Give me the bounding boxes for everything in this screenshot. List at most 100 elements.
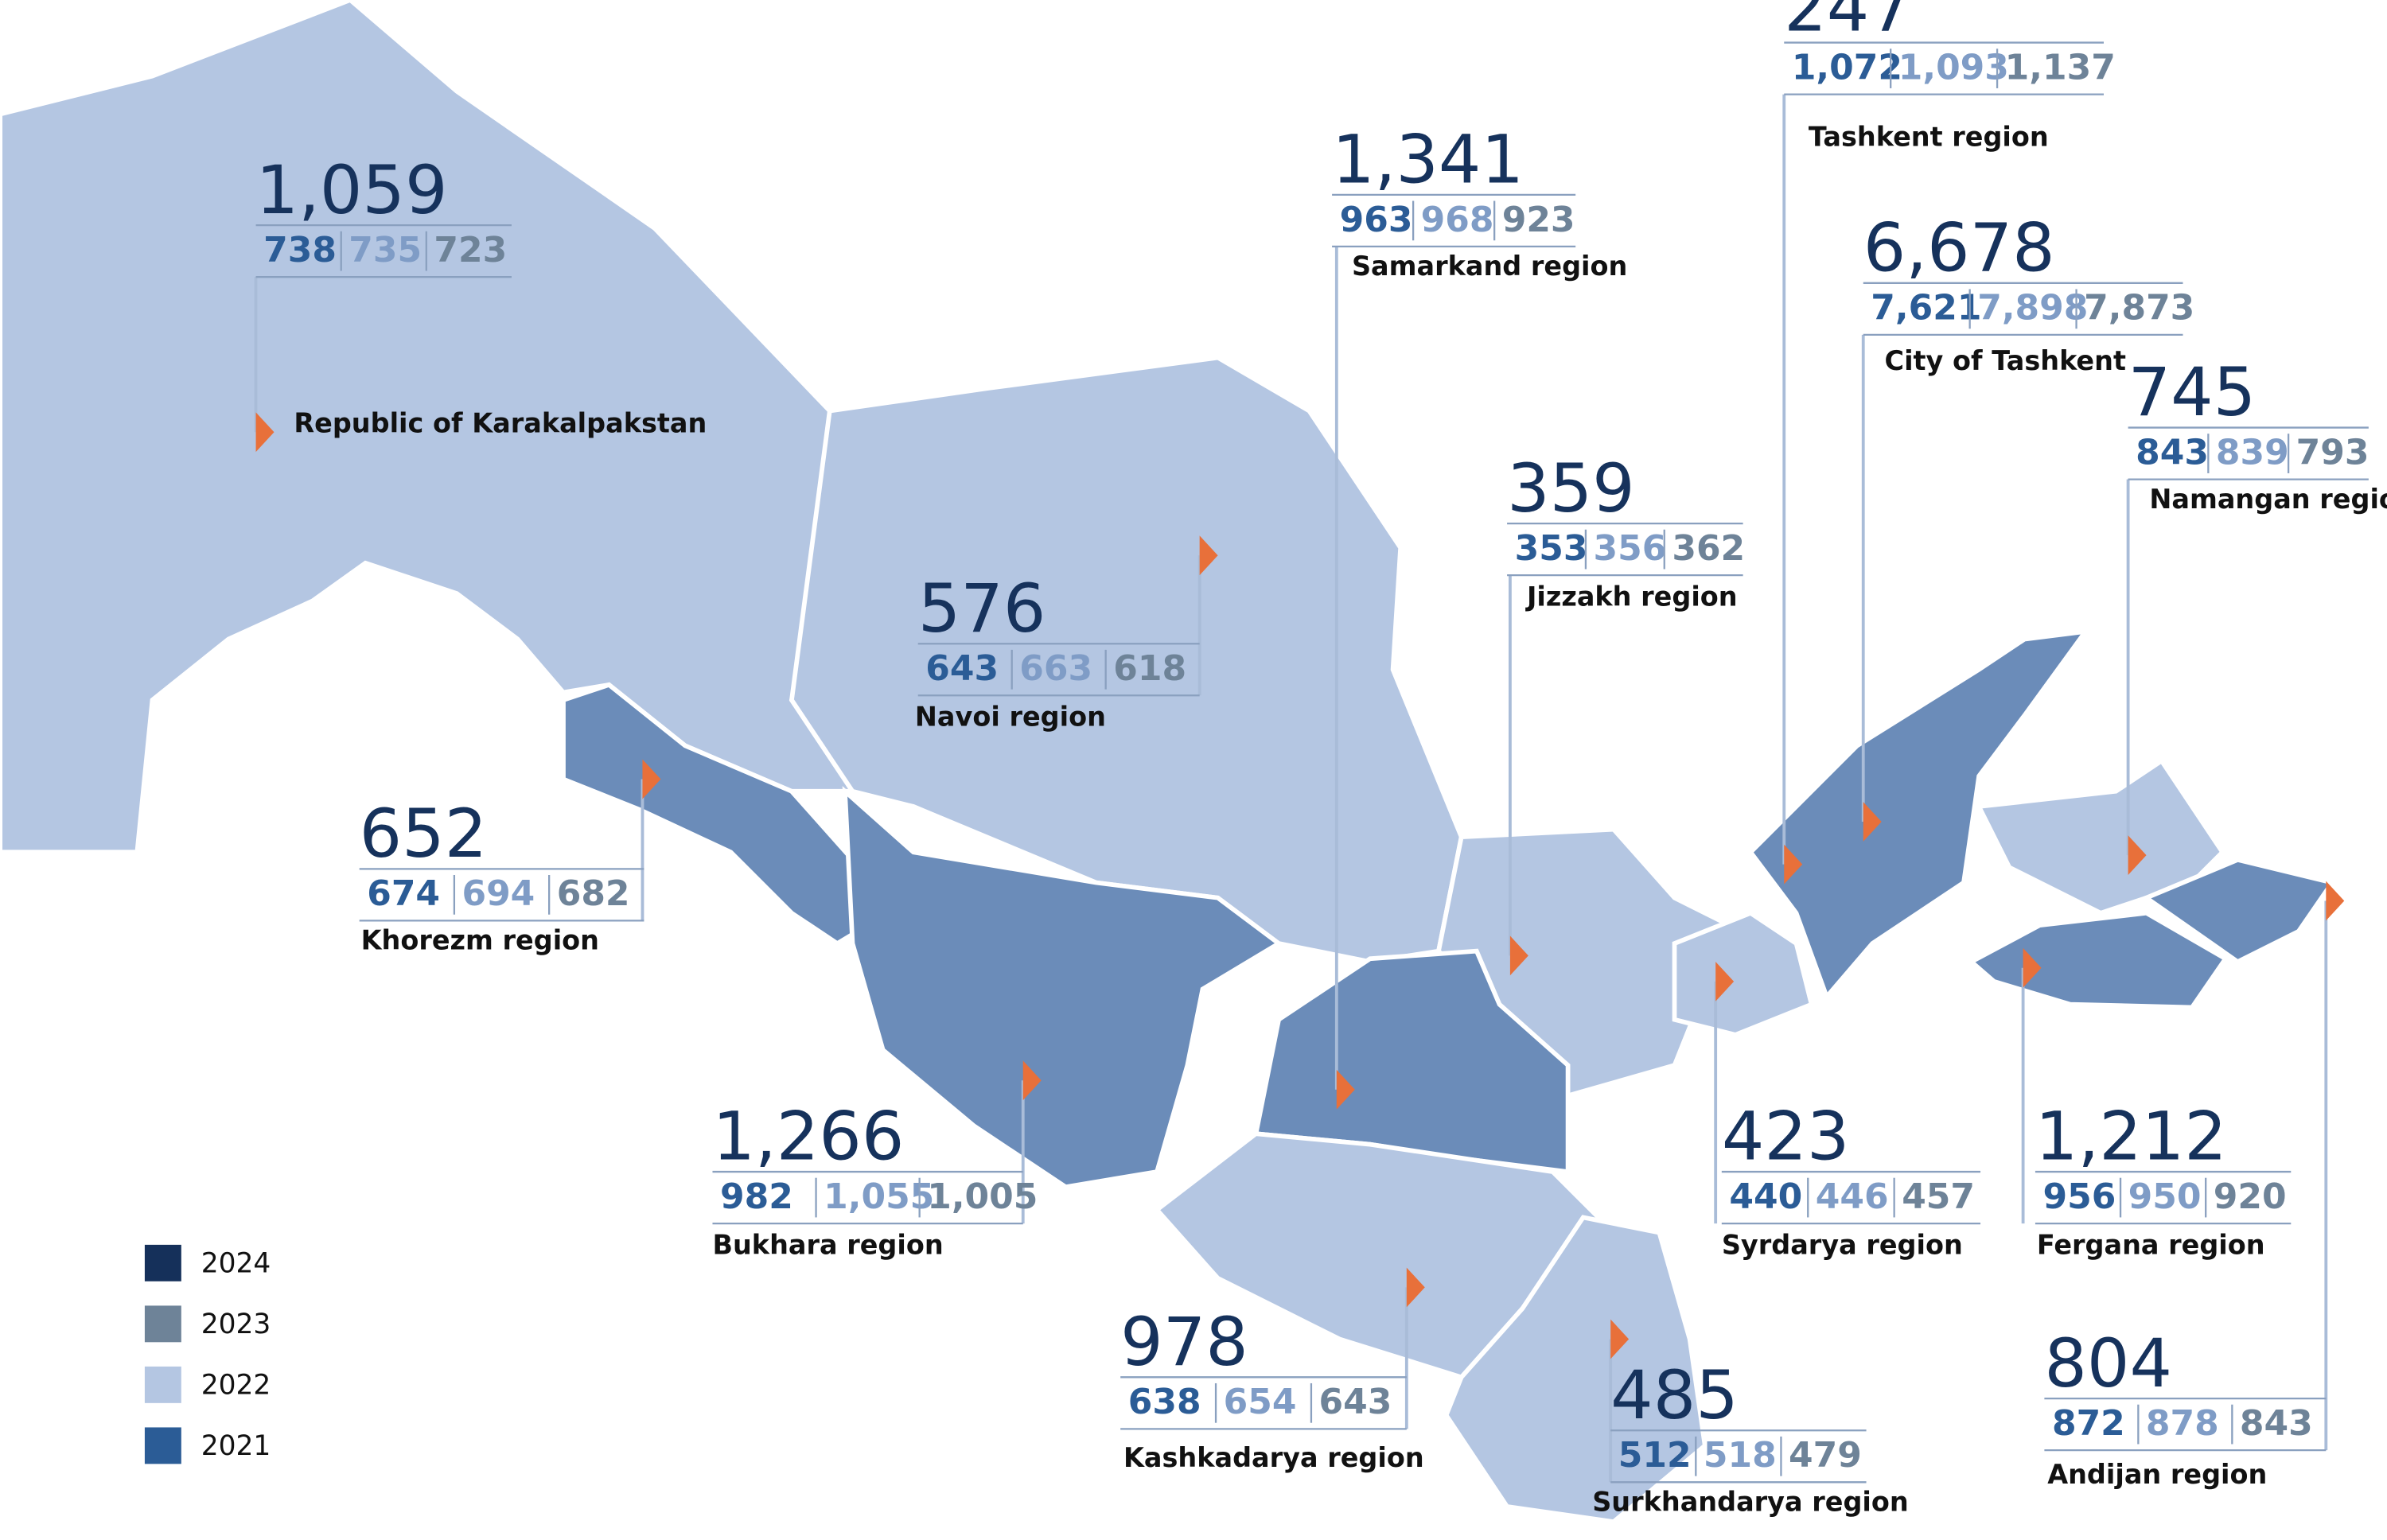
year-value: 735: [349, 230, 422, 270]
year-value: 982: [720, 1176, 793, 1217]
marker: [1610, 1319, 1630, 1359]
year-value: 518: [1704, 1435, 1777, 1476]
tashkent-shape: [1747, 628, 2091, 1001]
region-name: Tashkent region: [1809, 122, 2049, 153]
year-value: 1,093: [1898, 47, 2009, 88]
marker: [2023, 947, 2042, 988]
year-value: 353: [1515, 528, 1588, 569]
legend-label: 2023: [201, 1309, 271, 1340]
year-value: 872: [2052, 1403, 2125, 1444]
total-value: 485: [1610, 1356, 1739, 1434]
marker: [642, 759, 661, 799]
region-name: Namangan region: [2149, 484, 2387, 515]
year-value: 950: [2128, 1176, 2202, 1217]
year-value: 738: [263, 230, 337, 270]
year-value: 682: [557, 873, 630, 914]
year-value: 674: [367, 873, 440, 914]
total-value: 359: [1507, 449, 1635, 527]
year-value: 446: [1816, 1176, 1889, 1217]
year-value: 956: [2042, 1176, 2116, 1217]
total-value: 1,341: [1332, 121, 1524, 199]
region-name: Samarkand region: [1352, 251, 1627, 282]
syrdarya-shape: [1672, 910, 1815, 1037]
year-value: 663: [1019, 648, 1092, 689]
legend-swatch: [144, 1427, 181, 1464]
total-value: 1,059: [256, 151, 448, 229]
andijan-shape: [2141, 857, 2336, 965]
year-value: 843: [2136, 432, 2209, 472]
region-name: Andijan region: [2047, 1459, 2267, 1490]
year-value: 356: [1593, 528, 1666, 569]
region-name: Kashkadarya region: [1123, 1442, 1424, 1473]
year-value: 7,898: [1977, 288, 2088, 329]
legend-label: 2024: [201, 1247, 271, 1279]
region-name: Jizzakh region: [1525, 581, 1738, 612]
marker: [255, 412, 275, 453]
namangan-shape: [1975, 757, 2225, 916]
year-value: 7,873: [2084, 288, 2194, 329]
year-value: 1,005: [927, 1176, 1038, 1217]
legend-swatch: [144, 1366, 181, 1403]
total-value: 1,266: [712, 1098, 904, 1176]
marker: [1336, 1069, 1355, 1110]
marker: [1863, 802, 1882, 842]
marker: [2128, 835, 2147, 875]
region-name: City of Tashkent: [1885, 345, 2126, 376]
marker: [1784, 844, 1803, 885]
year-value: 1,137: [2005, 47, 2116, 88]
marker: [2326, 881, 2345, 921]
year-value: 920: [2214, 1176, 2287, 1217]
year-value: 878: [2146, 1403, 2219, 1444]
legend-swatch: [144, 1244, 181, 1281]
year-value: 1,072: [1792, 47, 1902, 88]
year-value: 618: [1113, 648, 1186, 689]
year-value: 723: [434, 230, 507, 270]
marker: [1199, 535, 1218, 576]
total-value: 423: [1722, 1098, 1850, 1176]
region-name: Syrdarya region: [1722, 1229, 1963, 1260]
marker: [1022, 1060, 1042, 1101]
region-name: Fergana region: [2037, 1229, 2265, 1260]
total-value: 576: [918, 570, 1046, 648]
year-value: 968: [1421, 200, 1494, 240]
year-value: 923: [1502, 200, 1575, 240]
marker: [1715, 962, 1735, 1001]
year-value: 843: [2240, 1403, 2313, 1444]
bukhara-shape: [842, 786, 1283, 1190]
total-value: 6,678: [1863, 209, 2055, 287]
regions-shapes: [0, 0, 2332, 1522]
year-value: 638: [1128, 1382, 1201, 1422]
fergana-shape: [1967, 910, 2229, 1010]
marker: [1509, 935, 1528, 976]
total-value: 804: [2044, 1324, 2172, 1402]
year-value: 643: [1319, 1382, 1392, 1422]
region-name: Navoi region: [915, 702, 1106, 733]
region-name: Khorezm region: [361, 925, 599, 956]
total-value: 745: [2128, 353, 2257, 431]
region-name: Bukhara region: [712, 1229, 943, 1260]
year-value: 643: [925, 648, 999, 689]
region-name: Surkhandarya region: [1592, 1487, 1908, 1518]
year-value: 839: [2216, 432, 2289, 472]
legend-label: 2021: [201, 1430, 271, 1462]
total-value: 978: [1120, 1303, 1248, 1381]
marker: [1406, 1267, 1425, 1308]
year-value: 963: [1340, 200, 1413, 240]
legend: 2024 2023 2022 2021: [144, 1244, 271, 1464]
legend-label: 2022: [201, 1369, 271, 1401]
region-name: Republic of Karakalpakstan: [294, 407, 707, 438]
year-value: 654: [1224, 1382, 1297, 1422]
legend-swatch: [144, 1305, 181, 1343]
year-value: 694: [461, 873, 535, 914]
year-value: 512: [1618, 1435, 1692, 1476]
total-value: 1,212: [2035, 1098, 2227, 1176]
total-value: 652: [360, 795, 488, 873]
total-value: 247: [1784, 0, 1912, 46]
year-value: 457: [1902, 1176, 1975, 1217]
year-value: 479: [1789, 1435, 1862, 1476]
year-value: 440: [1729, 1176, 1802, 1217]
surkhandarya-shape: [1443, 1215, 1708, 1525]
